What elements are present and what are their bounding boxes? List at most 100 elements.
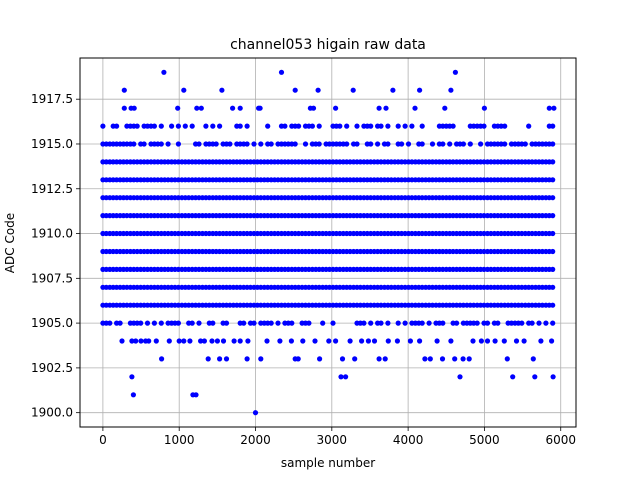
data-point xyxy=(302,141,309,147)
data-point xyxy=(454,320,460,326)
data-point xyxy=(241,320,247,326)
data-point xyxy=(339,356,346,362)
x-tick-label: 3000 xyxy=(317,433,348,447)
data-point xyxy=(309,123,315,129)
data-point xyxy=(175,320,181,326)
data-point xyxy=(292,141,298,147)
data-point xyxy=(521,338,527,344)
data-point xyxy=(217,123,223,129)
data-point xyxy=(245,338,251,344)
data-point xyxy=(440,320,446,326)
plot-frame xyxy=(79,57,577,428)
data-point xyxy=(244,356,250,362)
data-point xyxy=(317,356,323,362)
data-point xyxy=(161,69,167,75)
chart-title: channel053 higain raw data xyxy=(230,37,426,53)
data-point xyxy=(550,248,556,255)
data-point xyxy=(513,338,520,344)
data-point xyxy=(368,320,374,326)
data-point xyxy=(550,195,556,201)
data-points xyxy=(100,69,557,416)
data-point xyxy=(347,338,353,344)
y-axis: 1900.0 1902.5 1905.0 1907.5 1910.0 1912.5 1915… xyxy=(31,92,80,420)
data-point xyxy=(166,338,172,344)
data-point xyxy=(519,320,525,326)
data-point xyxy=(399,141,405,147)
data-point xyxy=(175,141,181,147)
data-point xyxy=(189,320,195,326)
data-point xyxy=(227,141,233,147)
data-point xyxy=(129,374,135,380)
data-point xyxy=(495,320,501,326)
y-tick-label: 1907.5 xyxy=(31,271,73,285)
data-point xyxy=(352,356,358,362)
data-point xyxy=(481,123,487,129)
data-point xyxy=(258,141,264,147)
data-point xyxy=(210,123,216,129)
data-point xyxy=(175,123,181,129)
data-point xyxy=(530,356,536,362)
data-point xyxy=(439,356,446,362)
data-point xyxy=(452,69,458,75)
y-tick-label: 1900.0 xyxy=(31,406,73,420)
data-point xyxy=(289,320,295,326)
data-point xyxy=(288,338,294,344)
data-point xyxy=(131,141,137,147)
data-point xyxy=(196,141,202,147)
data-point xyxy=(395,123,401,129)
data-point xyxy=(550,284,556,290)
data-point xyxy=(151,320,157,326)
data-point xyxy=(217,356,223,362)
data-point xyxy=(460,356,466,362)
x-tick-label: 5000 xyxy=(469,433,500,447)
data-point xyxy=(151,123,157,129)
data-point xyxy=(277,338,283,344)
data-point xyxy=(522,141,528,147)
data-point xyxy=(138,320,144,326)
data-point xyxy=(394,338,400,344)
data-point xyxy=(219,87,225,93)
data-point xyxy=(237,123,243,129)
data-point xyxy=(502,141,508,147)
data-point xyxy=(338,374,344,380)
data-point xyxy=(213,141,219,147)
data-point xyxy=(419,320,425,326)
data-point xyxy=(550,230,556,237)
data-point xyxy=(209,338,215,344)
data-point xyxy=(158,123,164,129)
data-point xyxy=(282,123,288,129)
data-point xyxy=(175,105,181,111)
data-point xyxy=(538,338,544,344)
data-point xyxy=(203,123,209,129)
data-point xyxy=(359,338,365,344)
data-point xyxy=(474,320,480,326)
data-point xyxy=(198,338,204,344)
data-point xyxy=(354,141,360,147)
data-point xyxy=(466,356,472,362)
data-point xyxy=(223,356,230,362)
data-point xyxy=(198,105,204,111)
data-point xyxy=(361,320,367,326)
data-point xyxy=(316,141,322,147)
data-point xyxy=(344,141,350,147)
x-tick-label: 1000 xyxy=(164,433,195,447)
x-tick-label: 0 xyxy=(99,433,107,447)
data-point xyxy=(326,338,332,344)
data-point xyxy=(419,123,425,129)
data-point xyxy=(375,141,381,147)
data-point xyxy=(551,105,557,111)
data-point xyxy=(409,123,415,129)
data-point xyxy=(252,410,259,416)
data-point xyxy=(158,320,164,326)
data-point xyxy=(550,177,556,183)
data-point xyxy=(529,320,535,326)
x-axis-label: sample number xyxy=(281,456,375,470)
data-point xyxy=(133,338,139,344)
data-point xyxy=(343,374,349,380)
data-point xyxy=(193,392,199,398)
data-point xyxy=(526,123,532,129)
data-point xyxy=(385,141,391,147)
data-point xyxy=(354,123,360,129)
data-point xyxy=(165,141,171,147)
data-point xyxy=(434,338,440,344)
